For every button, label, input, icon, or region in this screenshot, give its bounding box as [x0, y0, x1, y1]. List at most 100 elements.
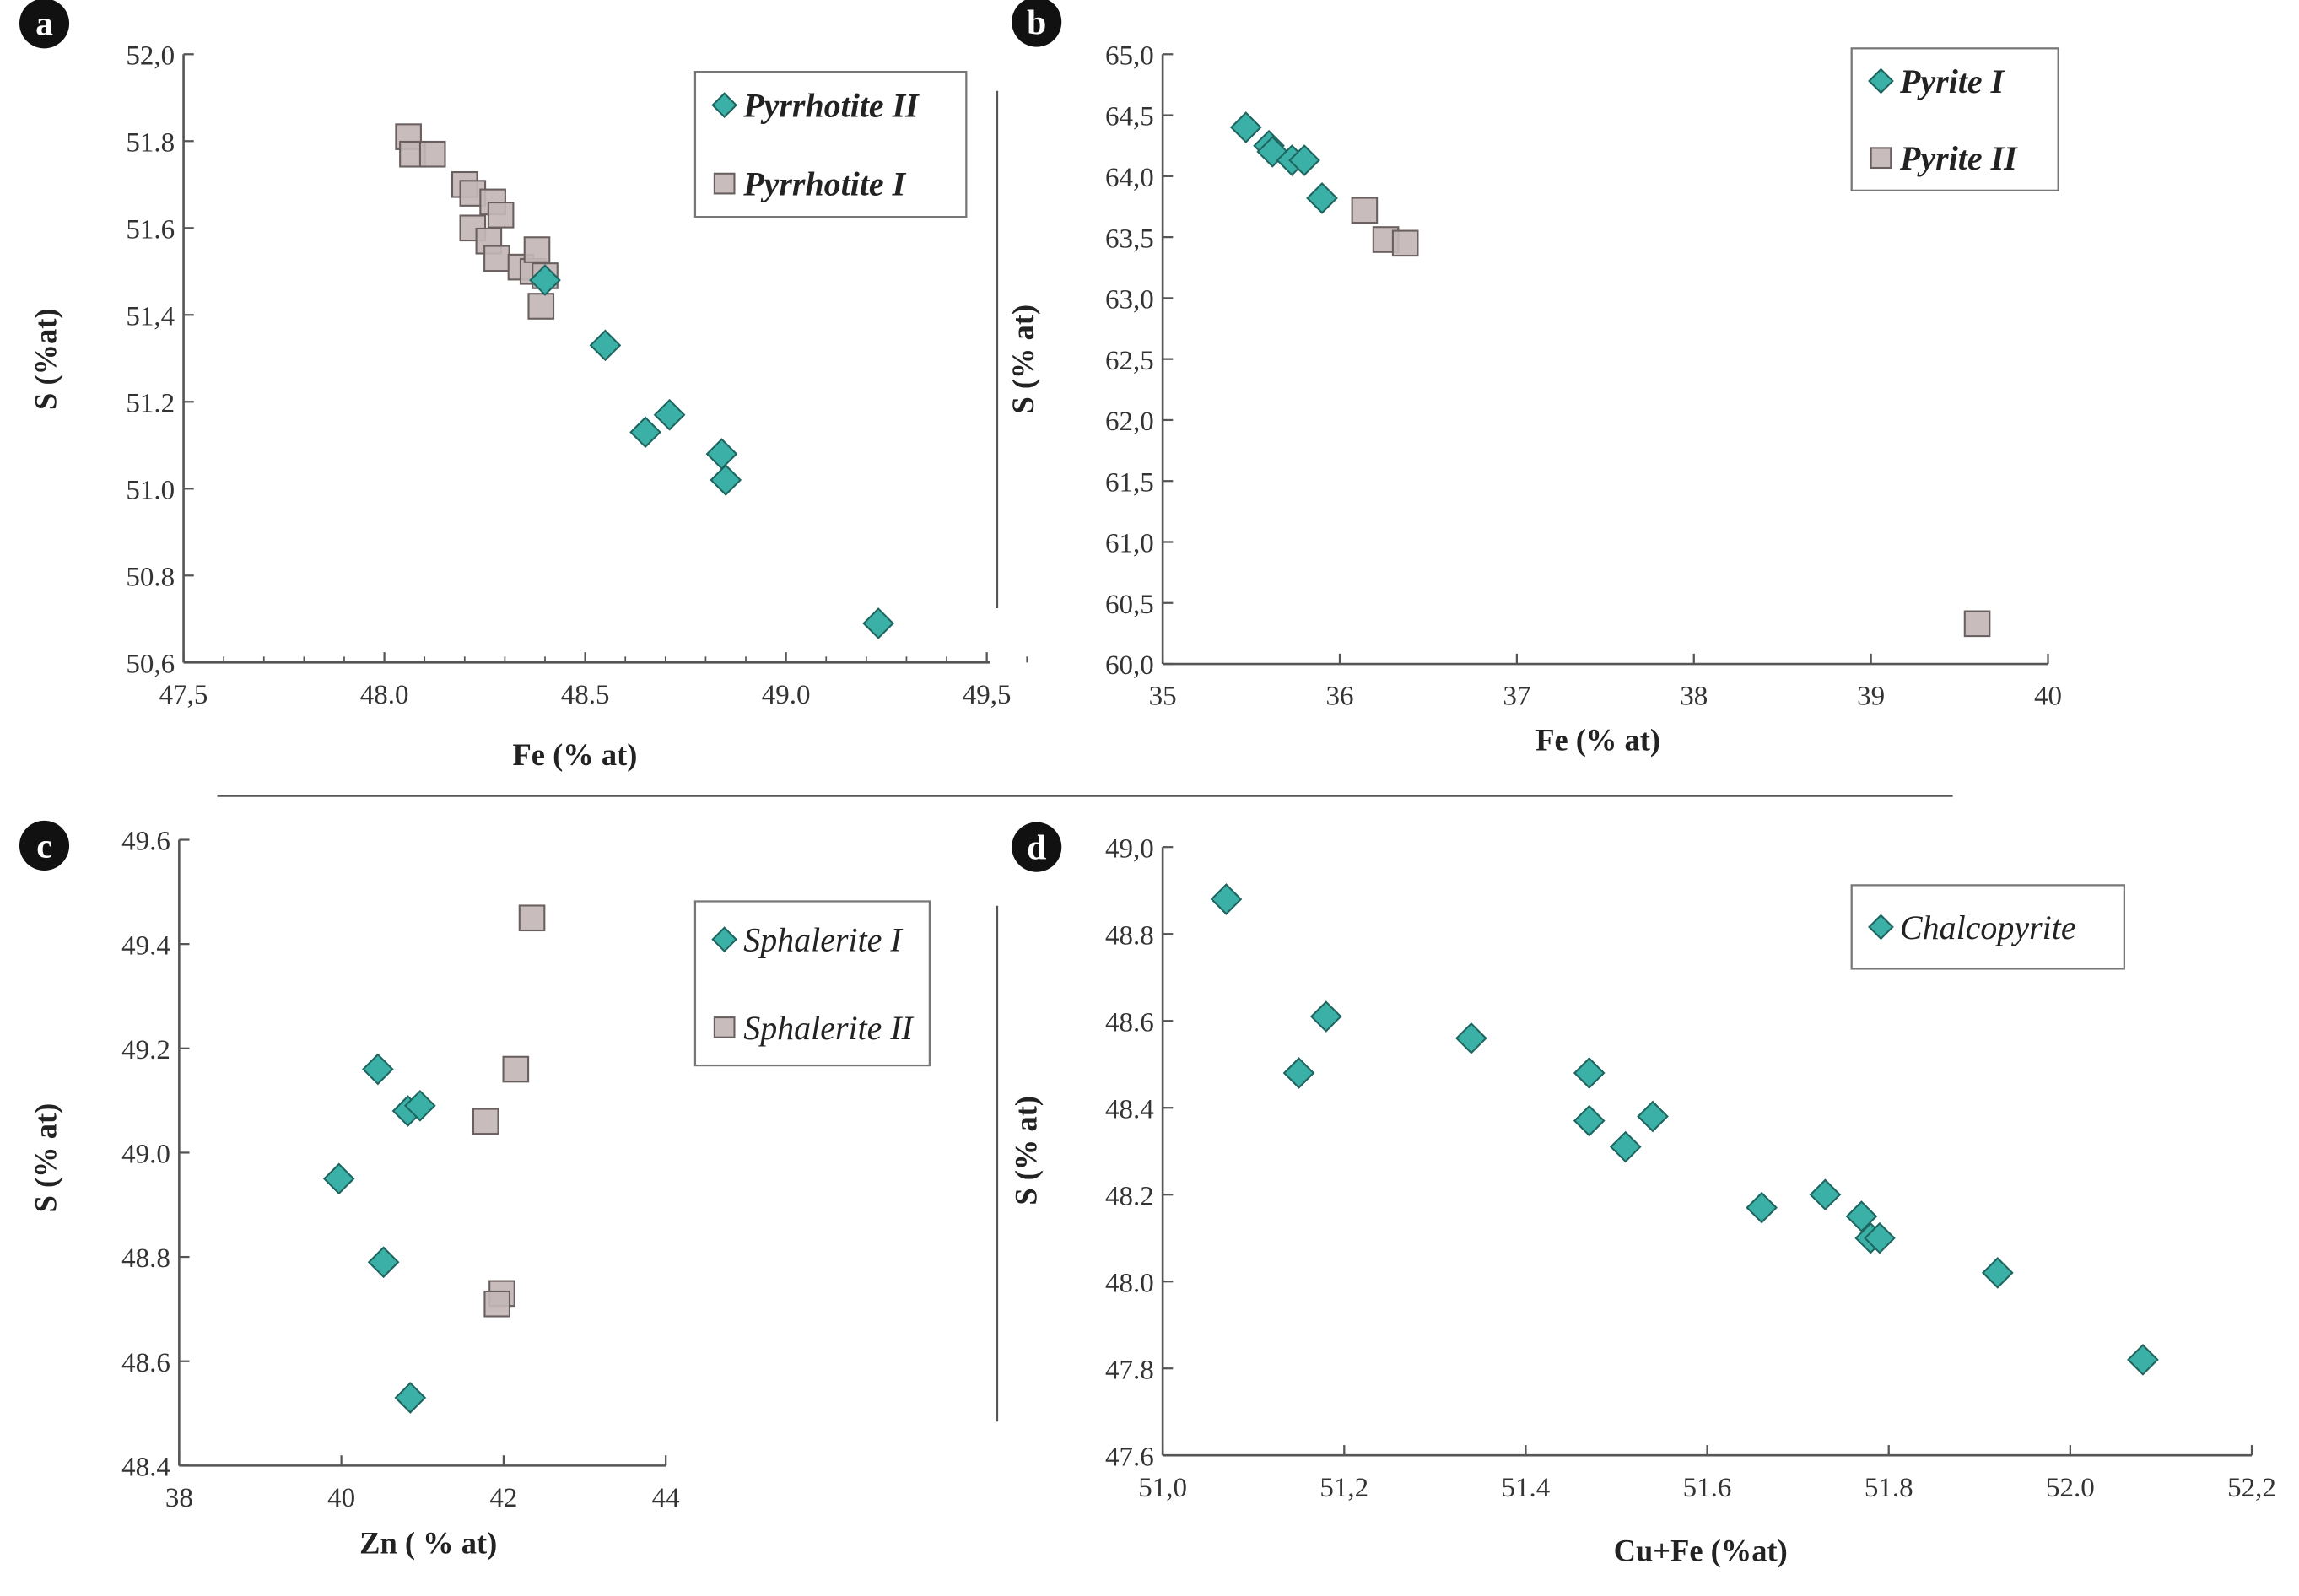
y-tick-label: 51.2	[126, 388, 175, 418]
y-tick-label: 49.0	[121, 1140, 170, 1170]
y-axis-title: S (% at)	[1009, 1096, 1044, 1205]
data-point-diamond	[367, 1246, 400, 1279]
data-point-square	[1391, 229, 1419, 257]
data-point-diamond	[1845, 1200, 1878, 1232]
data-point-diamond	[1637, 1100, 1669, 1133]
legend-label: Pyrrhotite I	[742, 165, 906, 203]
y-tick-label: 49,0	[1105, 833, 1154, 864]
y-tick-label: 48.6	[121, 1348, 170, 1378]
legend-label: Pyrite I	[1899, 62, 2005, 100]
x-tick-label: 51.8	[1865, 1473, 1913, 1503]
y-tick-label: 48.2	[1105, 1181, 1154, 1211]
legend-marker-square	[713, 172, 736, 195]
data-point-diamond	[2127, 1344, 2159, 1376]
y-tick-label: 62,0	[1105, 407, 1154, 437]
x-tick-label: 38	[1680, 682, 1708, 712]
data-point-diamond	[1309, 1000, 1342, 1033]
y-tick-label: 63,0	[1105, 285, 1154, 315]
data-point-square	[527, 293, 555, 320]
y-tick-label: 51.0	[126, 475, 175, 505]
data-point-diamond	[1455, 1022, 1487, 1054]
data-point-diamond	[653, 398, 686, 431]
y-tick-label: 50.8	[126, 562, 175, 592]
x-tick-label: 47,5	[159, 680, 208, 710]
x-tick-label: 51,2	[1319, 1473, 1368, 1503]
y-tick-label: 49.4	[121, 930, 170, 961]
data-point-diamond	[1282, 1057, 1315, 1089]
y-axis-title: S (% at)	[1006, 305, 1040, 414]
panel-label-badge	[1012, 822, 1062, 872]
y-tick-label: 52,0	[126, 40, 175, 71]
x-tick-label: 51.6	[1683, 1473, 1732, 1503]
panel-a: 47,5 48.0 48.5 49.0 49,5 52,0 51.8 51.6 51,4 51.2…	[19, 0, 1028, 772]
y-tick-label: 51.6	[126, 214, 175, 245]
y-tick-label: 61,0	[1105, 529, 1154, 559]
y-tick-label: 50,6	[126, 649, 175, 679]
data-point-diamond	[1210, 883, 1243, 915]
data-point-diamond	[629, 416, 661, 449]
data-point-diamond	[589, 329, 622, 362]
data-point-diamond	[394, 1382, 427, 1414]
panel-d: 51,0 51,2 51.4 51.6 51.8 52.0 52,2 49,0 48.8 48.6…	[1009, 822, 2276, 1567]
y-tick-label: 51,4	[126, 301, 175, 332]
panel-b: 35 36 37 38 39 40 65,0 64,5 64,0 63,5 63,0 62,5 62,0…	[1006, 0, 2062, 758]
x-tick-label: 44	[652, 1483, 680, 1513]
x-tick-label: 39	[1857, 682, 1885, 712]
x-tick-label: 51,0	[1138, 1473, 1187, 1503]
y-tick-label: 63,5	[1105, 224, 1154, 254]
y-tick-label: 49.2	[121, 1035, 170, 1065]
legend: Sphalerite I Sphalerite II	[693, 900, 931, 1067]
data-point-square	[487, 202, 515, 229]
data-point-diamond	[1306, 182, 1338, 214]
data-point-diamond	[322, 1162, 355, 1195]
y-tick-label: 48.4	[1105, 1094, 1154, 1124]
y-tick-label: 65,0	[1105, 40, 1154, 71]
data-point-diamond	[362, 1053, 394, 1086]
y-tick-label: 51.8	[126, 127, 175, 158]
x-tick-label: 51.4	[1502, 1473, 1551, 1503]
x-tick-label: 52.0	[2046, 1473, 2095, 1503]
data-point-diamond	[705, 438, 738, 470]
data-point-square	[483, 245, 510, 272]
panel-label-badge	[1012, 0, 1062, 47]
data-point-square	[1963, 610, 1991, 638]
y-tick-label: 48.8	[1105, 920, 1154, 951]
x-tick-label: 40	[2034, 682, 2062, 712]
data-point-diamond	[529, 264, 561, 296]
data-point-diamond	[1229, 111, 1262, 143]
y-tick-label: 48.4	[121, 1453, 170, 1483]
panel-label: a	[35, 5, 53, 44]
y-tick-label: 60,0	[1105, 650, 1154, 681]
panel-label: c	[36, 827, 52, 865]
data-point-square	[472, 1108, 499, 1135]
x-tick-label: 35	[1149, 682, 1177, 712]
panel-label: b	[1027, 3, 1046, 42]
x-tick-label: 52,2	[2227, 1473, 2276, 1503]
legend-label: Pyrrhotite II	[742, 87, 920, 125]
data-point-square	[1351, 197, 1379, 224]
data-point-square	[502, 1055, 530, 1083]
y-axis-title: S (%at)	[28, 308, 62, 410]
panel-label: d	[1027, 828, 1046, 867]
x-tick-label: 38	[165, 1483, 193, 1513]
data-point-diamond	[862, 607, 894, 639]
y-tick-label: 48.6	[1105, 1007, 1154, 1038]
panel-label-badge	[19, 0, 70, 49]
legend-box	[1850, 47, 2059, 191]
x-tick-label: 36	[1326, 682, 1354, 712]
y-tick-label: 47.6	[1105, 1442, 1154, 1472]
x-axis-title: Cu+Fe (%at)	[1614, 1533, 1788, 1567]
legend-marker-square	[713, 1016, 736, 1038]
data-point-diamond	[1573, 1104, 1606, 1137]
y-tick-label: 47.8	[1105, 1355, 1154, 1385]
y-tick-label: 60,5	[1105, 590, 1154, 620]
legend-label: Pyrite II	[1899, 139, 2018, 177]
legend-box	[1850, 884, 2125, 970]
x-tick-label: 48.5	[561, 680, 610, 710]
data-point-square	[523, 236, 551, 263]
x-tick-label: 42	[489, 1483, 517, 1513]
legend: Chalcopyrite	[1850, 884, 2125, 970]
data-point-diamond	[1609, 1130, 1642, 1163]
legend-label: Chalcopyrite	[1900, 909, 2076, 946]
